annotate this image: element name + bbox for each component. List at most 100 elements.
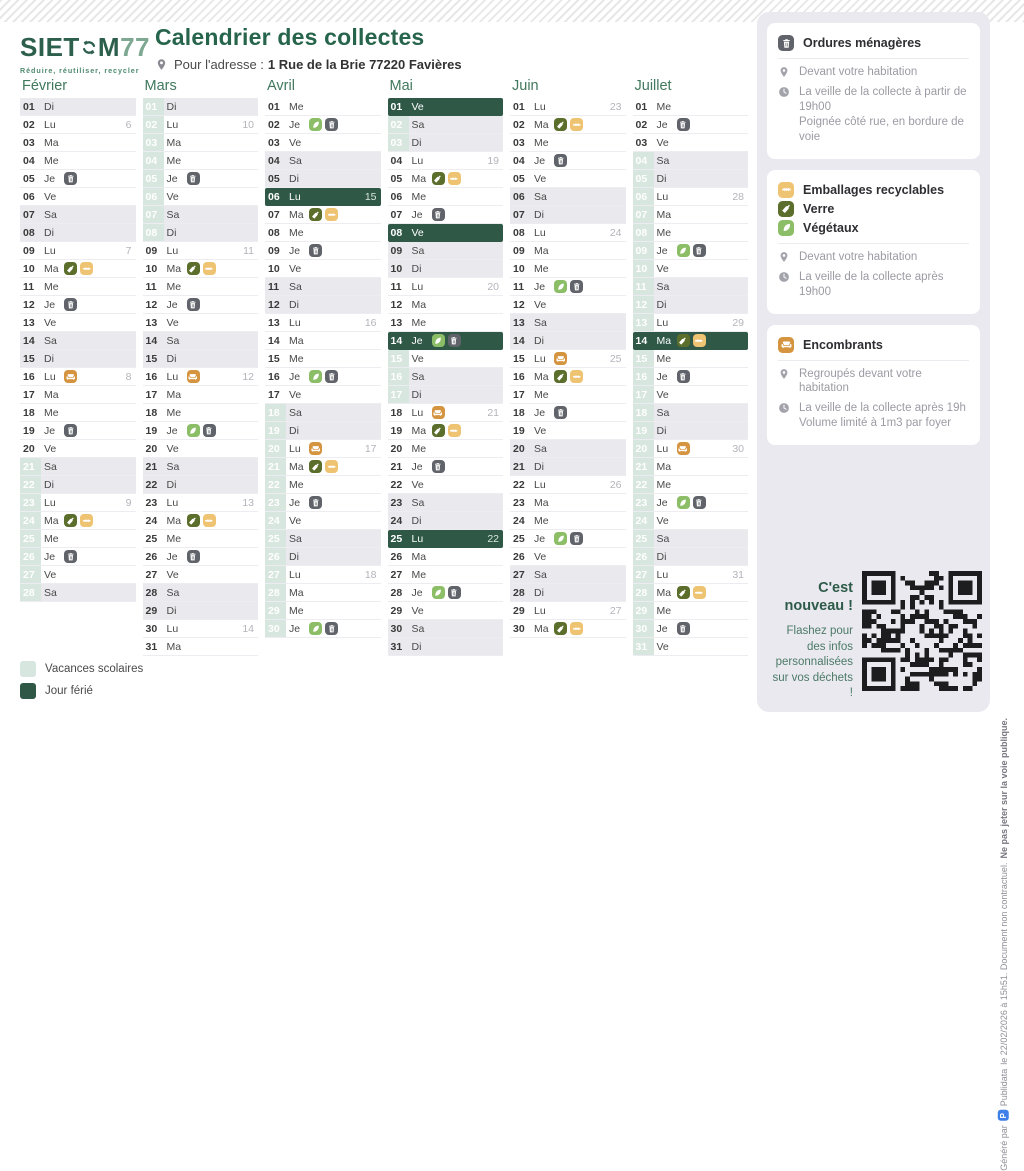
day-row: 04 Sa bbox=[265, 152, 381, 170]
vegetaux-icon bbox=[431, 586, 445, 599]
day-abbrev: Di bbox=[411, 262, 422, 275]
vegetaux-icon bbox=[554, 532, 567, 545]
day-abbrev: Ma bbox=[289, 460, 304, 473]
day-number: 12 bbox=[23, 298, 35, 311]
day-row: 17 Ma bbox=[20, 386, 136, 404]
vegetaux-icon bbox=[554, 280, 567, 293]
week-number: 15 bbox=[364, 190, 377, 203]
day-number: 26 bbox=[390, 550, 403, 563]
day-row: 16 Lu 8 bbox=[20, 368, 136, 386]
day-abbrev: Di bbox=[289, 550, 299, 563]
legend-meta-text: La veille de la collecte à partir de 19h… bbox=[799, 85, 967, 143]
day-row: 10 Ma bbox=[20, 260, 136, 278]
day-row: 25 Sa bbox=[265, 530, 381, 548]
day-abbrev: Di bbox=[44, 100, 54, 113]
day-number: 17 bbox=[632, 386, 654, 403]
day-abbrev: Ma bbox=[289, 208, 304, 221]
day-abbrev: Sa bbox=[411, 244, 425, 257]
week-number: 12 bbox=[242, 370, 254, 383]
legend-meta: Devant votre habitation bbox=[778, 65, 969, 80]
day-number: 08 bbox=[23, 226, 35, 239]
day-row: 01 Ve bbox=[387, 98, 503, 116]
day-row: 26 Je bbox=[142, 548, 258, 566]
day-row: 22 Di bbox=[20, 476, 136, 494]
day-number: 08 bbox=[390, 226, 403, 239]
day-row: 24 Ve bbox=[632, 512, 748, 530]
day-row: 30 Lu 14 bbox=[142, 620, 258, 638]
day-abbrev: Lu bbox=[534, 478, 546, 491]
day-abbrev: Ma bbox=[44, 388, 59, 401]
day-abbrev: Lu bbox=[166, 496, 179, 509]
day-number: 11 bbox=[513, 280, 525, 293]
day-row: 25 Me bbox=[20, 530, 136, 548]
day-row: 03 Ve bbox=[632, 134, 748, 152]
day-row: 13 Lu 16 bbox=[265, 314, 381, 332]
day-number: 21 bbox=[390, 460, 403, 473]
day-row: 23 Lu 9 bbox=[20, 494, 136, 512]
day-number: 05 bbox=[23, 172, 35, 185]
day-number: 09 bbox=[632, 242, 654, 259]
day-row: 26 Je bbox=[20, 548, 136, 566]
day-number: 09 bbox=[145, 244, 158, 257]
day-number: 28 bbox=[145, 586, 158, 599]
day-number: 03 bbox=[635, 136, 648, 149]
day-abbrev: Lu bbox=[44, 370, 56, 383]
day-number: 10 bbox=[145, 262, 158, 275]
day-number: 10 bbox=[632, 260, 654, 277]
day-abbrev: Lu bbox=[166, 370, 179, 383]
day-row: 04 Me bbox=[142, 152, 258, 170]
day-abbrev: Ve bbox=[289, 136, 302, 149]
legend-item-label: Encombrants bbox=[803, 337, 883, 352]
day-abbrev: Ve bbox=[656, 388, 669, 401]
day-number: 02 bbox=[142, 116, 164, 133]
day-abbrev: Sa bbox=[44, 208, 57, 221]
legend-meta: La veille de la collecte à partir de 19h… bbox=[778, 85, 969, 145]
day-row: 02 Je bbox=[265, 116, 381, 134]
day-row: 16 Je bbox=[632, 368, 748, 386]
day-number: 25 bbox=[20, 530, 41, 547]
day-icons bbox=[676, 334, 706, 347]
clock-icon bbox=[778, 402, 790, 414]
day-abbrev: Ma bbox=[411, 298, 427, 311]
day-abbrev: Ma bbox=[44, 136, 59, 149]
day-abbrev: Je bbox=[289, 118, 301, 131]
emballages-recyclables-icon bbox=[778, 181, 794, 198]
day-number: 01 bbox=[635, 100, 648, 113]
ordures-menageres-icon bbox=[570, 532, 583, 545]
day-row: 29 Me bbox=[632, 602, 748, 620]
day-row: 30 Sa bbox=[387, 620, 503, 638]
day-row: 26 Di bbox=[265, 548, 381, 566]
day-abbrev: Je bbox=[534, 406, 546, 419]
verre-icon bbox=[554, 370, 567, 383]
vegetaux-icon bbox=[309, 370, 322, 383]
day-abbrev: Sa bbox=[534, 568, 547, 581]
day-abbrev: Je bbox=[44, 424, 56, 437]
day-icons bbox=[554, 280, 583, 293]
day-abbrev: Ve bbox=[534, 298, 547, 311]
day-row: 21 Sa bbox=[142, 458, 258, 476]
day-row: 17 Ve bbox=[265, 386, 381, 404]
day-number: 11 bbox=[145, 280, 157, 293]
legend-meta-text: La veille de la collecte après 19h00 bbox=[799, 270, 944, 298]
day-abbrev: Me bbox=[534, 514, 549, 527]
day-icons bbox=[186, 298, 200, 311]
encombrants-icon bbox=[309, 442, 322, 455]
day-abbrev: Lu bbox=[656, 442, 669, 455]
header-title-block: Calendrier des collectes Pour l'adresse … bbox=[155, 24, 462, 72]
day-row: 10 Ve bbox=[265, 260, 381, 278]
day-number: 21 bbox=[632, 458, 654, 475]
ordures-menageres-icon bbox=[692, 244, 706, 257]
day-number: 19 bbox=[145, 424, 158, 437]
day-abbrev: Ma bbox=[411, 550, 427, 563]
day-abbrev: Ve bbox=[44, 316, 57, 329]
day-number: 05 bbox=[513, 172, 525, 185]
month-column: Mai 01 Ve 02 Sa 03 Di 04 Lu 19 05 Ma 06 Me 07 Je 08 Ve 09 S… bbox=[387, 78, 503, 656]
day-abbrev: Je bbox=[166, 424, 178, 437]
day-icons bbox=[676, 442, 690, 455]
ordures-menageres-icon bbox=[692, 496, 706, 509]
day-row: 25 Lu 22 bbox=[387, 530, 503, 548]
day-number: 24 bbox=[632, 512, 654, 529]
day-abbrev: Di bbox=[289, 424, 299, 437]
day-row: 12 Di bbox=[632, 296, 748, 314]
day-number: 10 bbox=[268, 262, 280, 275]
